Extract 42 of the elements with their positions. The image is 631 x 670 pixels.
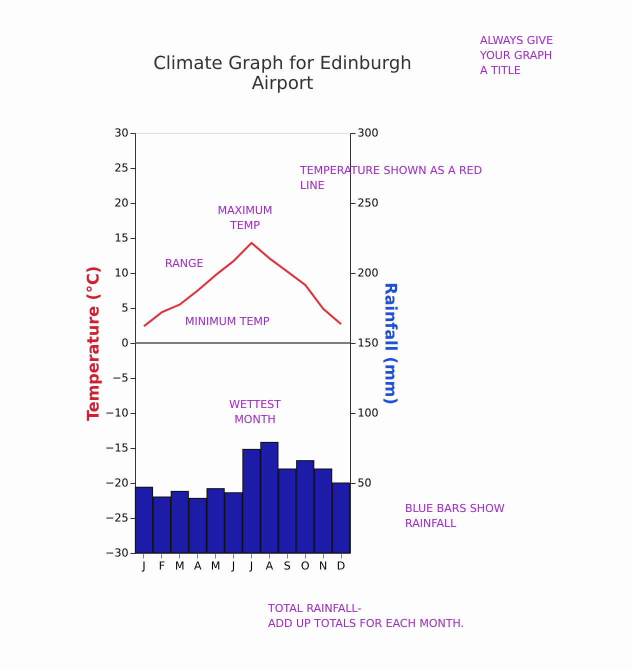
annotation: RANGE [165,257,204,270]
x-tick-label: A [194,560,202,572]
annotation: MAXIMUM TEMP [218,204,272,232]
y-axis-title: Temperature (°C) [83,266,102,422]
y-tick-label: 10 [114,266,128,280]
y-tick-label: 25 [114,162,128,174]
annotation: MINIMUM TEMP [185,315,270,328]
x-tick-label: M [175,560,185,572]
y-tick-label: −15 [105,442,128,454]
x-tick-label: J [141,560,146,572]
x-tick-label: S [284,560,291,572]
x-tick-label: F [158,560,166,572]
y-tick-label: −5 [112,372,128,384]
x-tick-label: N [319,560,328,572]
y2-tick-label: 50 [358,476,372,490]
y2-tick-label: 250 [358,196,378,210]
y-tick-label: −20 [105,476,128,490]
y2-tick-label: 100 [358,406,378,420]
y-tick-label: −30 [105,546,128,560]
y2-tick-label: 300 [358,126,378,140]
annotation: WETTEST MONTH [229,398,282,426]
line-series [142,242,342,328]
y-tick-label: 0 [122,336,128,350]
y-tick-label: −10 [105,406,128,420]
y2-tick-label: 150 [358,336,378,350]
y2-tick-label: 200 [358,266,378,280]
text: ALWAYS GIVE YOUR GRAPH A TITLE [479,34,554,77]
x-tick-label: A [266,560,274,572]
y-tick-label: 20 [114,196,128,210]
y-tick-label: 15 [114,232,128,244]
x-tick-label: O [300,560,310,572]
x-tick-label: M [210,560,220,572]
chart-title: Climate Graph for Edinburgh Airport [153,53,412,94]
x-tick-label: J [230,560,236,572]
text: TOTAL RAINFALL- ADD UP TOTALS FOR EACH MONTH. [267,602,464,630]
y2-axis-title: Rainfall (mm) [381,282,400,405]
y-tick-label: −25 [105,512,128,524]
x-tick-label: J [248,560,254,572]
x-tick-label: D [336,560,346,572]
text: BLUE BARS SHOW RAINFALL [405,502,505,530]
y-tick-label: 30 [114,126,128,140]
y-tick-label: 5 [122,302,128,314]
